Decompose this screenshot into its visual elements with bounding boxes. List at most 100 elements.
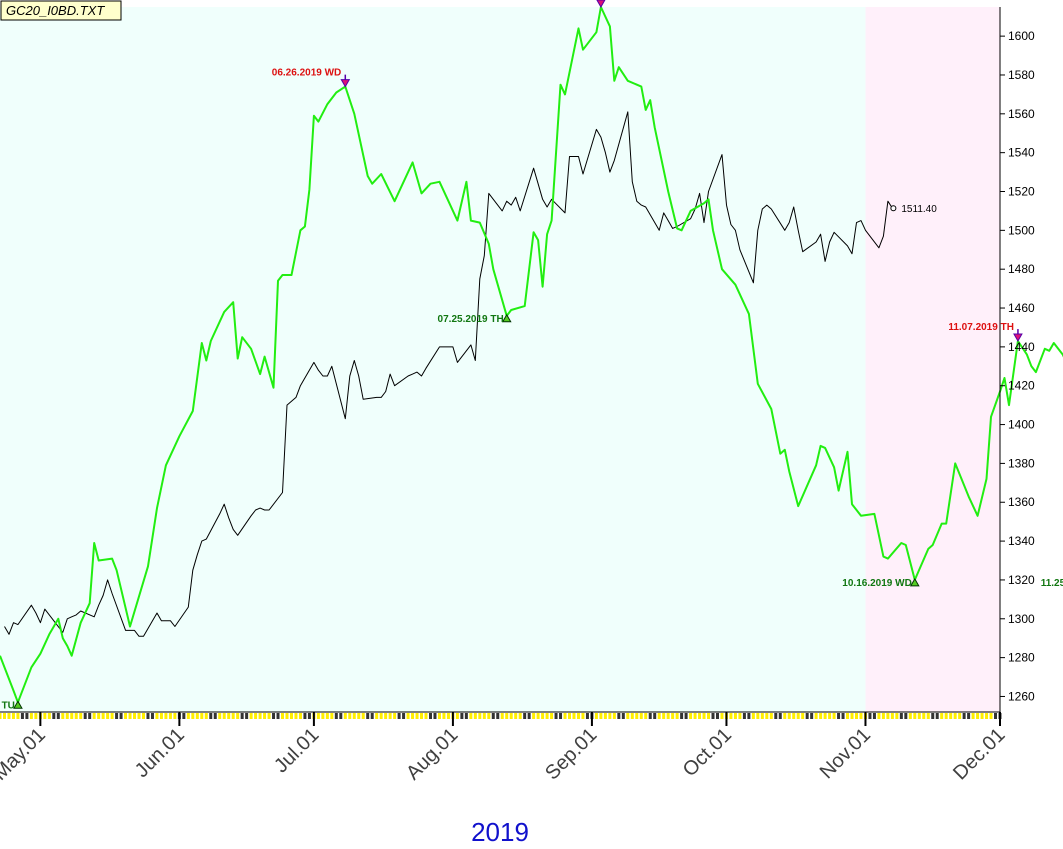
x-day-tick — [115, 713, 119, 719]
x-day-tick — [980, 713, 984, 719]
x-day-tick — [231, 713, 235, 719]
x-day-tick — [881, 713, 885, 719]
x-day-tick — [402, 713, 406, 719]
x-tick-label: Aug.01 — [402, 724, 462, 784]
x-day-tick — [361, 713, 365, 719]
y-tick-label: 1340 — [1008, 534, 1035, 548]
y-tick-label: 1460 — [1008, 301, 1035, 315]
x-day-tick — [711, 713, 715, 719]
x-day-tick — [289, 713, 293, 719]
x-day-tick — [828, 713, 832, 719]
x-day-tick — [653, 713, 657, 719]
x-day-tick — [967, 713, 971, 719]
x-day-tick — [307, 713, 311, 719]
x-day-tick — [684, 713, 688, 719]
x-day-tick — [689, 713, 693, 719]
x-day-tick — [581, 713, 585, 719]
x-day-tick — [469, 713, 473, 719]
x-day-tick — [168, 713, 172, 719]
trough-arrow-icon — [501, 313, 512, 323]
x-day-tick — [621, 713, 625, 719]
x-day-tick — [532, 713, 536, 719]
chart-title-text: GC20_I0BD.TXT — [6, 3, 105, 18]
x-day-tick — [765, 713, 769, 719]
x-day-tick — [155, 713, 159, 719]
x-day-tick — [464, 713, 468, 719]
x-day-tick — [173, 713, 177, 719]
peak-label: 11.07.2019 TH — [948, 322, 1014, 333]
x-day-tick — [52, 713, 56, 719]
x-day-tick — [146, 713, 150, 719]
x-day-tick — [222, 713, 226, 719]
x-day-tick — [16, 713, 20, 719]
x-day-tick — [348, 713, 352, 719]
x-day-tick — [814, 713, 818, 719]
x-day-tick — [585, 713, 589, 719]
x-day-tick — [150, 713, 154, 719]
x-day-ticks — [0, 713, 1002, 719]
y-tick-label: 1260 — [1008, 689, 1035, 703]
x-day-tick — [698, 713, 702, 719]
x-day-tick — [935, 713, 939, 719]
x-day-tick — [74, 713, 78, 719]
shaded-region — [865, 7, 1000, 712]
x-day-tick — [460, 713, 464, 719]
peak-arrow-icon — [340, 79, 351, 88]
x-day-tick — [478, 713, 482, 719]
x-day-tick — [994, 713, 998, 719]
x-day-tick — [796, 713, 800, 719]
x-day-tick — [823, 713, 827, 719]
x-day-tick — [985, 713, 989, 719]
x-day-tick — [630, 713, 634, 719]
x-day-tick — [406, 713, 410, 719]
x-day-tick — [415, 713, 419, 719]
x-day-tick — [747, 713, 751, 719]
x-day-tick — [141, 713, 145, 719]
x-day-tick — [61, 713, 65, 719]
x-day-tick — [393, 713, 397, 719]
x-day-tick — [11, 713, 15, 719]
x-day-tick — [599, 713, 603, 719]
trough-label: TU — [2, 700, 15, 711]
x-day-tick — [137, 713, 141, 719]
x-day-tick — [908, 713, 912, 719]
x-day-tick — [191, 713, 195, 719]
x-day-tick — [79, 713, 83, 719]
x-day-tick — [110, 713, 114, 719]
x-day-tick — [298, 713, 302, 719]
x-day-tick — [576, 713, 580, 719]
trough-label: 07.25.2019 TH — [438, 314, 504, 325]
y-axis: 1260 1280 1300 1320 1340 1360 1380 1400 1420 1440… — [1000, 29, 1035, 703]
trough-label: 11.25.2019 MO — [1041, 578, 1063, 589]
x-day-tick — [236, 713, 240, 719]
x-day-tick — [128, 713, 132, 719]
x-day-tick — [379, 713, 383, 719]
trough-arrow-icon — [909, 577, 920, 587]
x-day-tick — [635, 713, 639, 719]
y-tick-label: 1440 — [1008, 340, 1035, 354]
x-day-tick — [671, 713, 675, 719]
x-day-tick — [375, 713, 379, 719]
x-day-tick — [446, 713, 450, 719]
x-day-tick — [940, 713, 944, 719]
x-day-tick — [218, 713, 222, 719]
x-day-tick — [751, 713, 755, 719]
x-day-tick — [101, 713, 105, 719]
x-day-tick — [47, 713, 51, 719]
x-day-tick — [868, 713, 872, 719]
x-day-tick — [384, 713, 388, 719]
x-tick-label: May.01 — [0, 724, 50, 785]
x-day-tick — [164, 713, 168, 719]
x-day-tick — [550, 713, 554, 719]
x-day-tick — [778, 713, 782, 719]
peak-arrow-icon — [1013, 333, 1023, 343]
x-day-tick — [420, 713, 424, 719]
x-day-tick — [917, 713, 921, 719]
x-day-tick — [568, 713, 572, 719]
x-day-tick — [527, 713, 531, 719]
x-day-tick — [756, 713, 760, 719]
x-day-tick — [437, 713, 441, 719]
x-day-tick — [962, 713, 966, 719]
x-day-tick — [563, 713, 567, 719]
